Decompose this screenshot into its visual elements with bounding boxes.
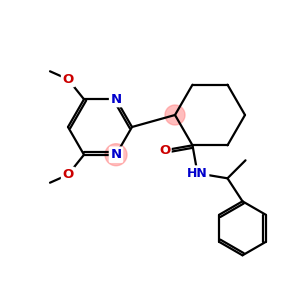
Text: N: N — [110, 148, 122, 161]
Text: O: O — [62, 73, 74, 86]
Text: HN: HN — [187, 167, 208, 180]
Circle shape — [165, 105, 185, 125]
Circle shape — [105, 144, 127, 166]
Text: O: O — [62, 168, 74, 181]
Text: N: N — [110, 93, 122, 106]
Text: O: O — [159, 144, 170, 157]
Text: N: N — [110, 148, 122, 161]
